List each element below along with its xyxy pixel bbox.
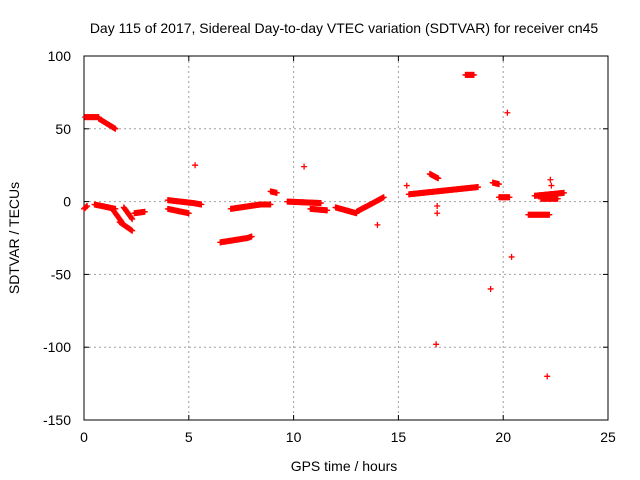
data-point bbox=[129, 227, 136, 234]
point-arc-arc-y bbox=[496, 194, 513, 201]
data-point bbox=[129, 216, 136, 223]
data-point bbox=[435, 175, 442, 182]
point-arc-arc-m bbox=[244, 233, 255, 241]
point-arc-arc-c bbox=[95, 115, 119, 132]
data-point bbox=[508, 253, 515, 260]
x-axis-label: GPS time / hours bbox=[291, 458, 398, 474]
data-point bbox=[112, 125, 119, 132]
data-point bbox=[185, 210, 192, 217]
y-tick-label: 50 bbox=[55, 121, 71, 137]
data-point bbox=[506, 194, 513, 201]
x-tick-label: 15 bbox=[391, 429, 407, 445]
y-tick-label: -50 bbox=[51, 266, 71, 282]
plot-frame bbox=[83, 55, 609, 421]
data-point bbox=[475, 184, 482, 191]
data-point bbox=[324, 207, 331, 214]
point-arc-arc-t bbox=[353, 194, 387, 215]
point-arc-arc-s bbox=[332, 204, 360, 217]
data-point bbox=[403, 182, 410, 189]
y-tick-label: -150 bbox=[43, 412, 71, 428]
point-arc-arc-a bbox=[81, 202, 91, 212]
data-point bbox=[192, 162, 199, 169]
point-arc-arc-k bbox=[189, 200, 205, 208]
data-point bbox=[198, 201, 205, 208]
tick-labels: 0 5 10 15 20 25 -150 -100 -50 0 50 100 bbox=[43, 48, 616, 445]
point-arc-arc-g bbox=[120, 204, 136, 223]
data-points bbox=[81, 71, 567, 380]
point-arc-arc-o bbox=[257, 201, 274, 208]
point-arc-arc-z bbox=[525, 211, 553, 218]
point-arc-arc-u bbox=[405, 184, 482, 198]
y-tick-label: 0 bbox=[63, 194, 71, 210]
point-arc-arc-p bbox=[267, 188, 280, 196]
point-arc-arc-j bbox=[164, 205, 192, 217]
data-point bbox=[84, 202, 91, 209]
data-point bbox=[504, 109, 511, 116]
chart-title: Day 115 of 2017, Sidereal Day-to-day VTE… bbox=[90, 20, 599, 36]
data-point bbox=[374, 221, 381, 228]
x-tick-label: 0 bbox=[80, 429, 88, 445]
point-arc-arc-f bbox=[116, 218, 136, 234]
point-arc-arc-x bbox=[489, 179, 503, 188]
point-arc-arc-b bbox=[82, 114, 102, 121]
data-point bbox=[248, 233, 255, 240]
grid bbox=[84, 56, 608, 420]
data-point bbox=[128, 215, 135, 222]
point-arc-arc-ab bbox=[537, 195, 561, 202]
data-point bbox=[273, 189, 280, 196]
x-tick-label: 20 bbox=[495, 429, 511, 445]
data-point bbox=[380, 194, 387, 201]
y-tick-label: -100 bbox=[43, 339, 71, 355]
data-point bbox=[301, 163, 308, 170]
data-point bbox=[470, 71, 477, 78]
y-axis-label: SDTVAR / TECUs bbox=[6, 182, 22, 294]
point-arc-arc-q bbox=[284, 198, 324, 207]
data-point bbox=[433, 341, 440, 348]
data-point bbox=[544, 373, 551, 380]
y-tick-label: 100 bbox=[48, 48, 72, 64]
data-point bbox=[487, 285, 494, 292]
data-point bbox=[554, 195, 561, 202]
data-point bbox=[317, 200, 324, 207]
data-point bbox=[560, 189, 567, 196]
point-arc-arc-l bbox=[217, 235, 251, 246]
point-arc-arc-v bbox=[426, 170, 442, 182]
data-point bbox=[141, 208, 148, 215]
x-tick-label: 10 bbox=[286, 429, 302, 445]
data-point bbox=[547, 176, 554, 183]
x-tick-label: 25 bbox=[600, 429, 616, 445]
x-tick-label: 5 bbox=[185, 429, 193, 445]
data-point bbox=[496, 181, 503, 188]
point-arc-arc-n bbox=[227, 201, 264, 212]
data-point bbox=[548, 182, 555, 189]
point-arc-arc-w bbox=[462, 71, 477, 78]
data-point bbox=[434, 210, 441, 217]
data-point bbox=[267, 201, 274, 208]
point-arc-arc-r bbox=[307, 205, 331, 214]
point-arc-arc-h bbox=[131, 208, 148, 217]
data-point bbox=[434, 202, 441, 209]
axes bbox=[83, 55, 609, 421]
data-point bbox=[546, 211, 553, 218]
